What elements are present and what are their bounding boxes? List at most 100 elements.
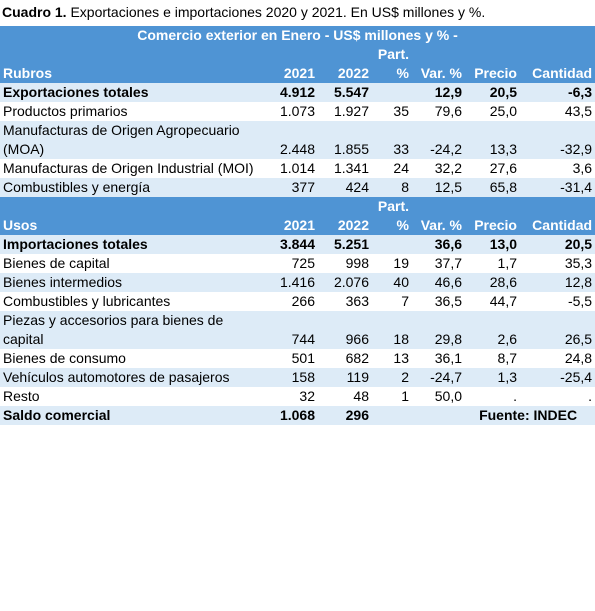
caption-text: Exportaciones e importaciones 2020 y 202… <box>70 4 486 20</box>
cell: Piezas y accesorios para bienes de capit… <box>0 311 270 349</box>
cell: 377 <box>270 178 318 197</box>
cell: 2021 <box>270 197 318 235</box>
cell: 48 <box>353 388 369 404</box>
cell: Productos primarios <box>3 103 128 119</box>
caption-label: Cuadro 1. <box>2 4 67 20</box>
cell: 682 <box>345 350 369 366</box>
cell <box>372 83 412 102</box>
cell: 35 <box>393 103 409 119</box>
cell: -32,9 <box>520 121 595 159</box>
cell: 24,8 <box>564 350 593 366</box>
cell: . <box>513 388 517 404</box>
cell: -5,5 <box>567 293 593 309</box>
title-row: Comercio exterior en Enero - US$ millone… <box>0 26 595 45</box>
cell: Bienes de capital <box>3 255 110 271</box>
data-row: Resto 32 48 1 50,0.. <box>0 387 595 406</box>
cell: -31,4 <box>520 178 595 197</box>
data-row: Vehículos automotores de pasajeros 158 119… <box>0 368 595 387</box>
cell: Exportaciones totales <box>0 83 270 102</box>
cell: -25,4 <box>520 368 595 387</box>
cell: 1 <box>401 388 409 404</box>
cell: 28,6 <box>465 273 520 292</box>
cell: 79,6 <box>434 103 462 119</box>
cell: 19 <box>393 255 409 271</box>
cell: 744 <box>270 311 318 349</box>
cell: 32,2 <box>434 160 462 176</box>
cell: 998 <box>345 255 369 271</box>
cell: 20,5 <box>520 235 595 254</box>
cell: 1.073 <box>279 103 315 119</box>
cell: 12,9 <box>412 83 465 102</box>
cell: 1.014 <box>279 160 315 176</box>
cell: 1.855 <box>318 121 372 159</box>
cell: 5.251 <box>318 235 372 254</box>
data-row: Combustibles y lubricantes 266 363 7 36,5 44,… <box>0 292 595 311</box>
cell: 4.912 <box>270 83 318 102</box>
cell: 18 <box>372 311 412 349</box>
data-row: Manufacturas de Origen Industrial (MOI) 1… <box>0 159 595 178</box>
cell: 2022 <box>318 197 372 235</box>
cell: 13 <box>393 350 409 366</box>
cell: 8,7 <box>497 350 517 366</box>
cell: 24 <box>393 160 409 176</box>
data-row: Importaciones totales 3.844 5.251 36,6 13,0 2… <box>0 235 595 254</box>
cell: 2022 <box>318 45 372 83</box>
cell: 158 <box>270 368 318 387</box>
cell: 44,7 <box>489 293 517 309</box>
cell: 36,1 <box>434 350 462 366</box>
cell: 2.448 <box>270 121 318 159</box>
cell: 8 <box>372 178 412 197</box>
cell: . <box>588 388 593 404</box>
data-row: Exportaciones totales 4.912 5.547 12,9 20,5-… <box>0 83 595 102</box>
cell: 2,6 <box>465 311 520 349</box>
cell: 1.068 <box>270 406 318 425</box>
table-title: Comercio exterior en Enero - US$ millone… <box>0 26 595 45</box>
cell: 37,7 <box>434 255 462 271</box>
cell: 296 <box>318 406 372 425</box>
header-row: Rubros 2021 2022 Part. % Var. % Precio Cantida… <box>0 45 595 83</box>
cell: 1.927 <box>333 103 369 119</box>
cell: Precio <box>465 45 520 83</box>
cell: Bienes de consumo <box>3 350 126 366</box>
data-row: Bienes de capital 725 998 19 37,7 1,7 35,3 <box>0 254 595 273</box>
cell: Combustibles y energía <box>0 178 270 197</box>
cell: Cantidad <box>520 197 595 235</box>
cell: 2.076 <box>318 273 372 292</box>
cell <box>372 235 412 254</box>
cell: Rubros <box>0 45 270 83</box>
cell: 33 <box>372 121 412 159</box>
table-body: Comercio exterior en Enero - US$ millone… <box>0 26 595 425</box>
cell: 40 <box>372 273 412 292</box>
cell: Fuente: INDEC <box>372 406 595 425</box>
cell: 3,6 <box>572 160 593 176</box>
cell: Manufacturas de Origen Industrial (MOI) <box>3 160 254 176</box>
cell: 35,3 <box>564 255 593 271</box>
cell: 2021 <box>270 45 318 83</box>
cell: 2 <box>372 368 412 387</box>
cell: 7 <box>401 293 409 309</box>
cell: 266 <box>291 293 315 309</box>
cell: 12,5 <box>412 178 465 197</box>
cell: 26,5 <box>520 311 595 349</box>
cell: 29,8 <box>412 311 465 349</box>
data-row: Manufacturas de Origen Agropecuario (MOA… <box>0 121 595 159</box>
data-row: Combustibles y energía 377 424 8 12,5 65,8 -31… <box>0 178 595 197</box>
cell: 36,5 <box>434 293 462 309</box>
cell: Bienes intermedios <box>0 273 270 292</box>
cell: 27,6 <box>489 160 517 176</box>
cell: 20,5 <box>465 83 520 102</box>
cell: Part. % <box>372 45 412 83</box>
cell: 50,0 <box>434 388 462 404</box>
cell: Resto <box>3 388 40 404</box>
cell: 1,7 <box>497 255 517 271</box>
data-row: Bienes de consumo 501 682 13 36,1 8,7 24,8 <box>0 349 595 368</box>
cell: 501 <box>291 350 315 366</box>
cell: 25,0 <box>489 103 517 119</box>
cell: 363 <box>345 293 369 309</box>
cell: 13,0 <box>465 235 520 254</box>
cell: 1,3 <box>465 368 520 387</box>
cell: Part. % <box>372 197 412 235</box>
cell: -24,2 <box>412 121 465 159</box>
cell: 3.844 <box>270 235 318 254</box>
cell: 13,3 <box>465 121 520 159</box>
